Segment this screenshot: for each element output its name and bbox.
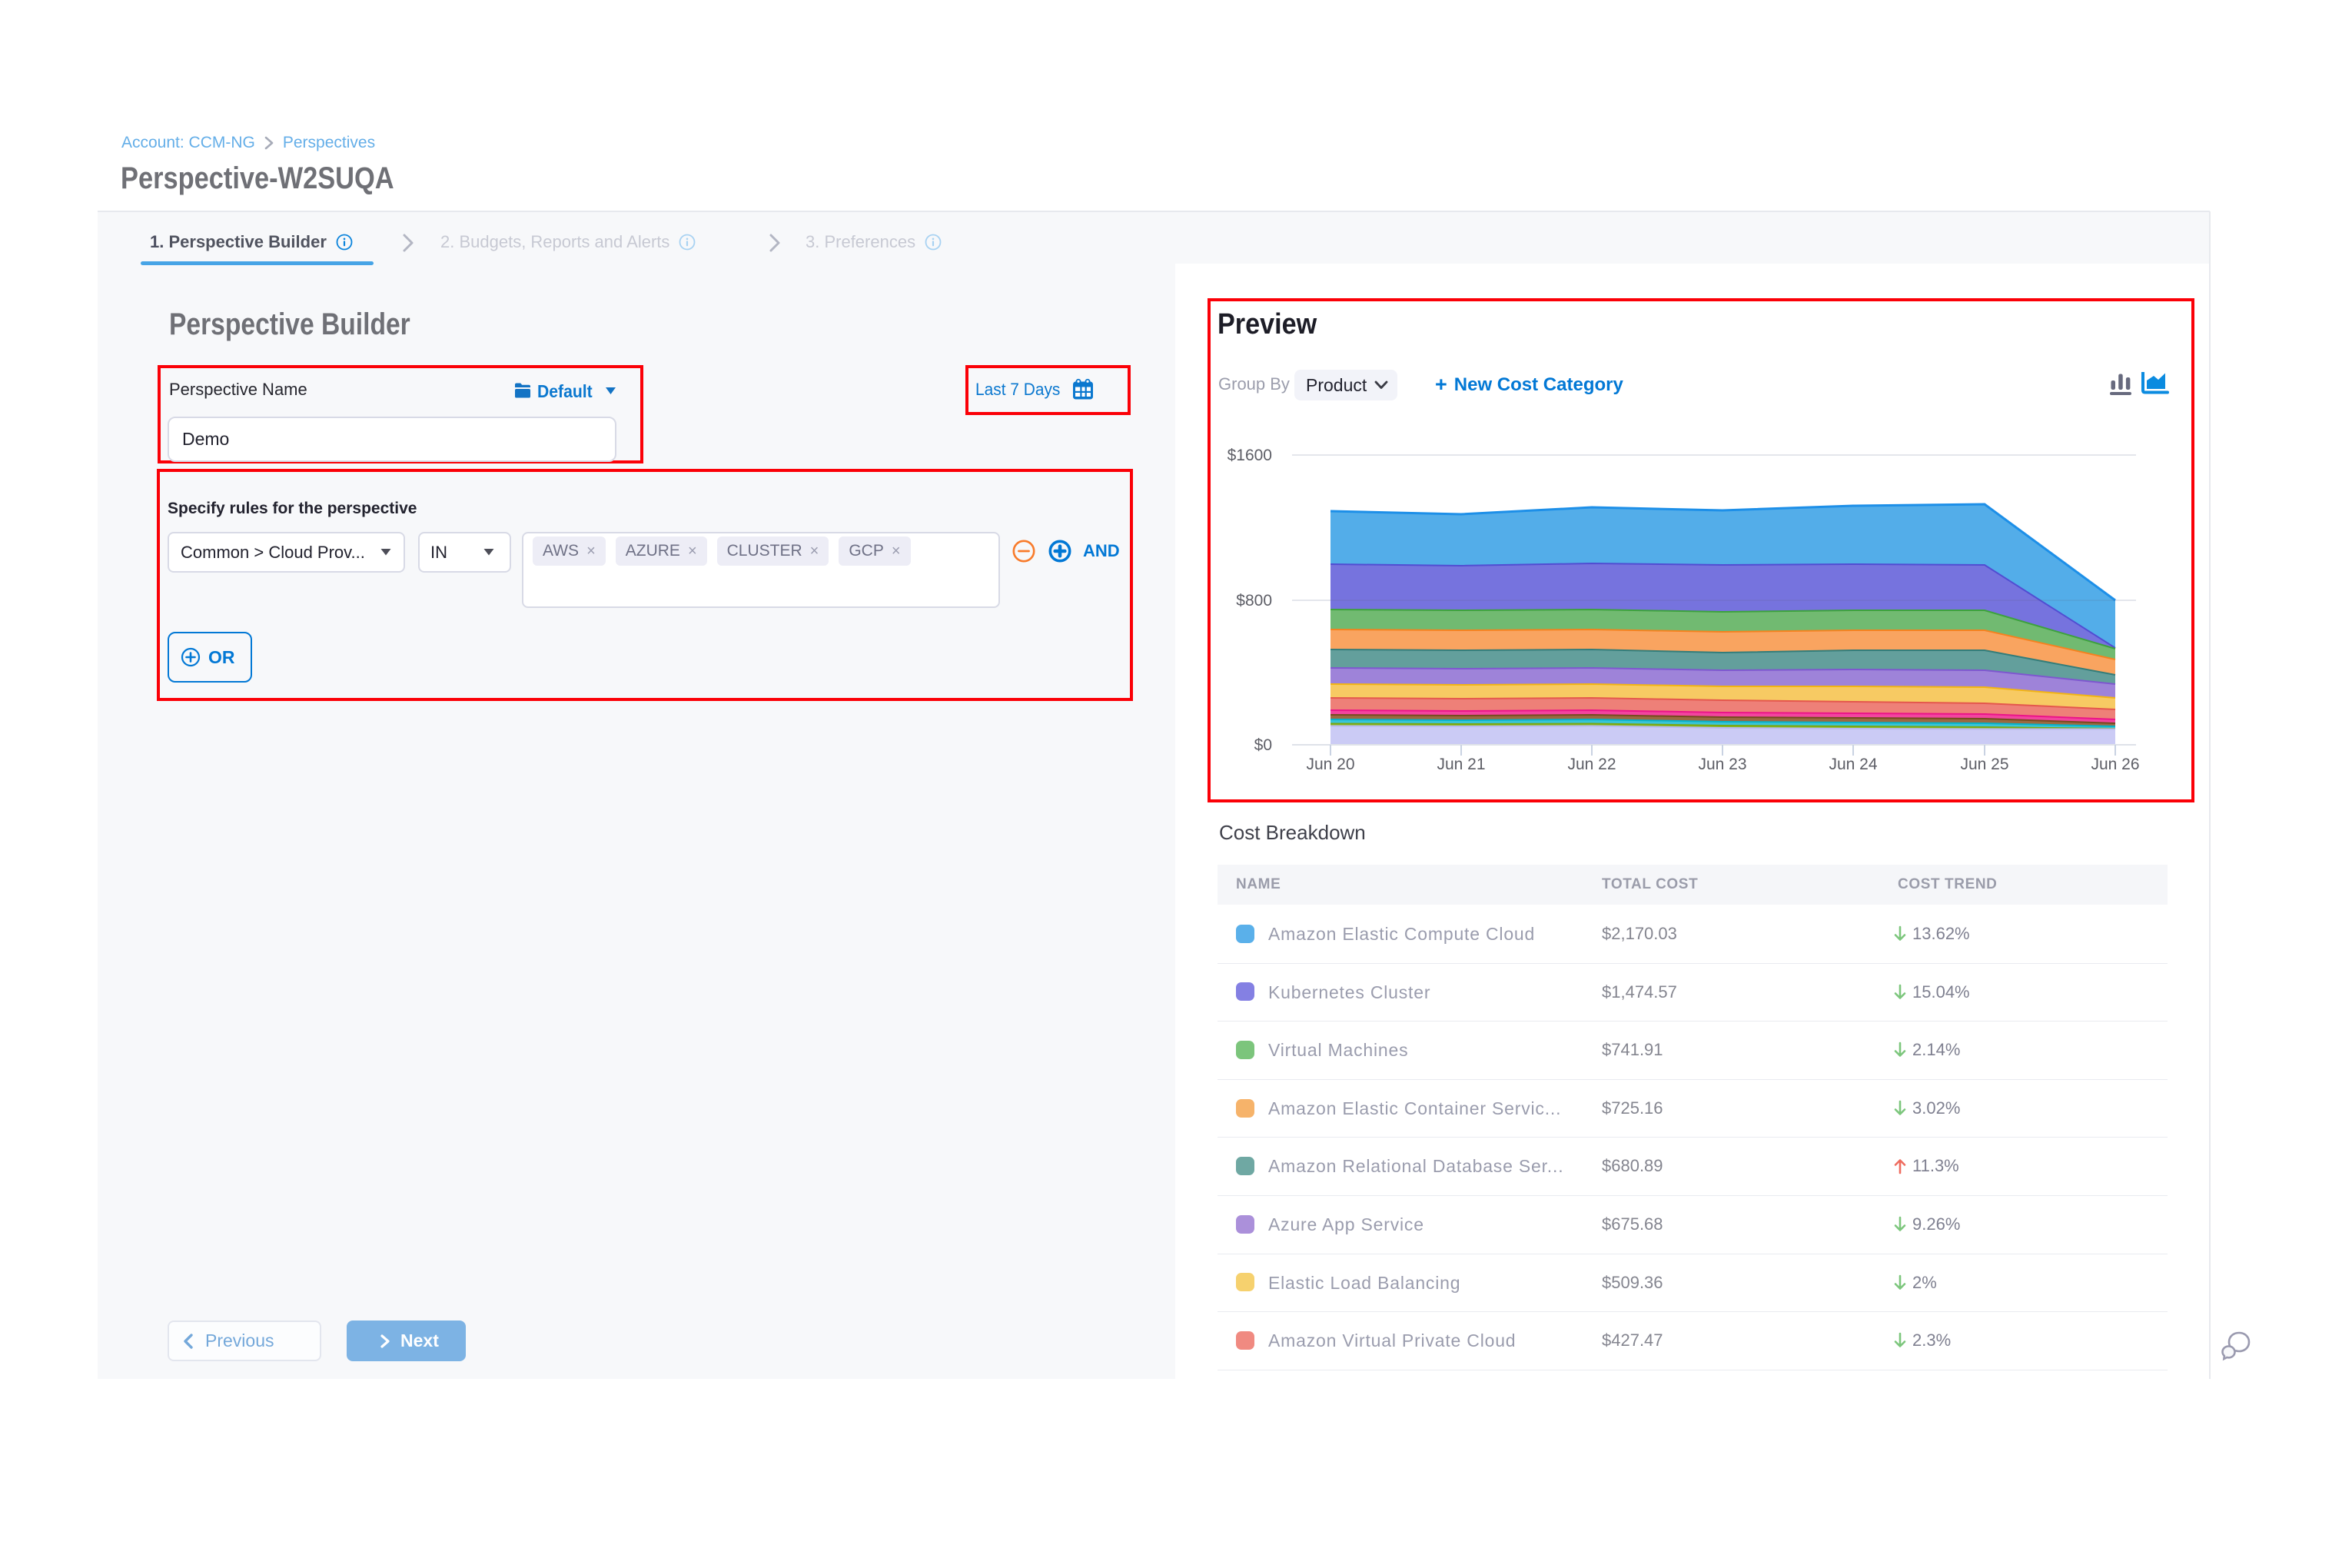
svg-text:Jun 20: Jun 20	[1306, 756, 1354, 773]
svg-text:Jun 25: Jun 25	[1960, 756, 2008, 773]
svg-text:$800: $800	[1236, 592, 1272, 610]
svg-text:Jun 24: Jun 24	[1829, 756, 1877, 773]
svg-text:Jun 21: Jun 21	[1437, 756, 1485, 773]
svg-text:$0: $0	[1254, 736, 1272, 754]
svg-text:$1600: $1600	[1227, 447, 1272, 464]
svg-text:Jun 23: Jun 23	[1698, 756, 1746, 773]
svg-text:Jun 26: Jun 26	[2091, 756, 2139, 773]
svg-text:Jun 22: Jun 22	[1567, 756, 1616, 773]
